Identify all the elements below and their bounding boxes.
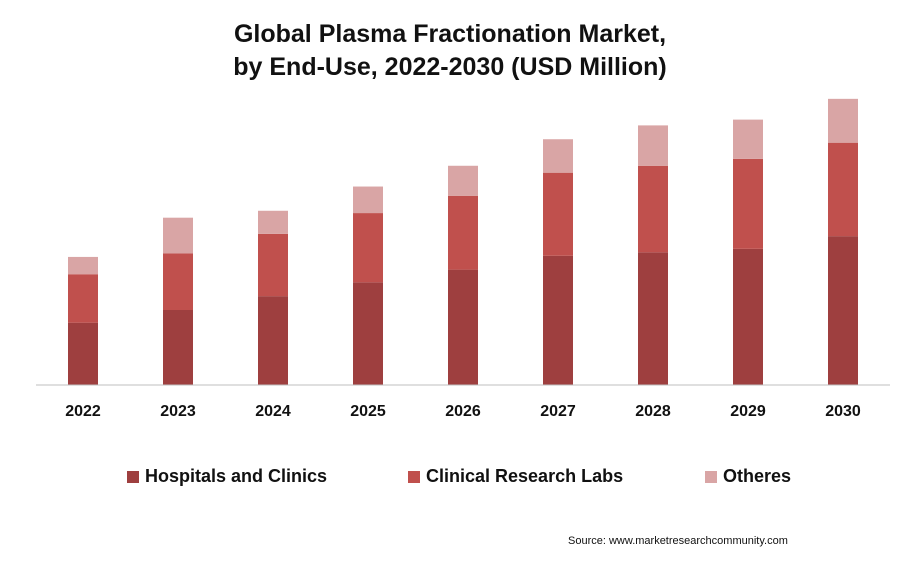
bar-2027-clinical-research-labs xyxy=(543,172,573,256)
bar-2025-clinical-research-labs xyxy=(353,213,383,283)
bar-2024-hospitals-and-clinics xyxy=(258,296,288,385)
bar-2030-clinical-research-labs xyxy=(828,142,858,237)
bar-2023-hospitals-and-clinics xyxy=(163,310,193,385)
bar-2022-otheres xyxy=(68,256,98,275)
bar-2029-otheres xyxy=(733,119,763,159)
bar-2023-otheres xyxy=(163,217,193,254)
bar-2024-clinical-research-labs xyxy=(258,233,288,297)
x-tick-labels: 2022 2023 2024 2025 2026 2027 2028 2029 2030 xyxy=(65,403,861,420)
chart-legend: Hospitals and Clinics Clinical Research … xyxy=(0,466,900,490)
chart-title-line-1: Global Plasma Fractionation Market, xyxy=(233,20,667,48)
x-tick-label-2027: 2027 xyxy=(540,403,576,420)
bar-2027-hospitals-and-clinics xyxy=(543,255,573,385)
bar-2029-clinical-research-labs xyxy=(733,158,763,249)
bar-2029-hospitals-and-clinics xyxy=(733,248,763,385)
bar-2028-otheres xyxy=(638,125,668,166)
bar-2022-hospitals-and-clinics xyxy=(68,322,98,385)
legend-item-hospitals: Hospitals and Clinics xyxy=(127,466,327,487)
bar-group xyxy=(68,98,858,385)
legend-swatch-clinical-research xyxy=(408,470,420,483)
chart-title-line-2: by End-Use, 2022-2030 (USD Million) xyxy=(233,53,667,81)
bar-2028-clinical-research-labs xyxy=(638,165,668,253)
x-tick-label-2024: 2024 xyxy=(255,403,291,420)
x-tick-label-2023: 2023 xyxy=(160,403,196,420)
bar-2024-otheres xyxy=(258,210,288,234)
x-tick-label-2026: 2026 xyxy=(445,403,481,420)
x-tick-label-2025: 2025 xyxy=(350,403,386,420)
x-tick-label-2022: 2022 xyxy=(65,403,101,420)
legend-item-otheres: Otheres xyxy=(705,466,791,487)
legend-label-clinical-research: Clinical Research Labs xyxy=(426,466,624,486)
bar-2025-otheres xyxy=(353,186,383,214)
x-tick-label-2030: 2030 xyxy=(825,403,861,420)
source-note: Source: www.marketresearchcommunity.com xyxy=(568,535,788,547)
bar-2030-hospitals-and-clinics xyxy=(828,236,858,385)
legend-item-clinical-research: Clinical Research Labs xyxy=(408,466,623,487)
bar-2022-clinical-research-labs xyxy=(68,274,98,323)
x-tick-label-2028: 2028 xyxy=(635,403,671,420)
bar-2027-otheres xyxy=(543,139,573,173)
bar-2030-otheres xyxy=(828,98,858,143)
x-tick-label-2029: 2029 xyxy=(730,403,766,420)
legend-label-hospitals: Hospitals and Clinics xyxy=(145,466,328,486)
bar-2026-otheres xyxy=(448,165,478,196)
chart-title: Global Plasma Fractionation Market, by E… xyxy=(0,18,900,84)
legend-label-otheres: Otheres xyxy=(723,466,792,486)
bar-2028-hospitals-and-clinics xyxy=(638,252,668,385)
bar-2026-clinical-research-labs xyxy=(448,195,478,270)
legend-swatch-otheres xyxy=(705,470,717,483)
bar-2023-clinical-research-labs xyxy=(163,253,193,310)
legend-swatch-hospitals xyxy=(127,470,139,483)
bar-2026-hospitals-and-clinics xyxy=(448,269,478,385)
bar-2025-hospitals-and-clinics xyxy=(353,282,383,385)
